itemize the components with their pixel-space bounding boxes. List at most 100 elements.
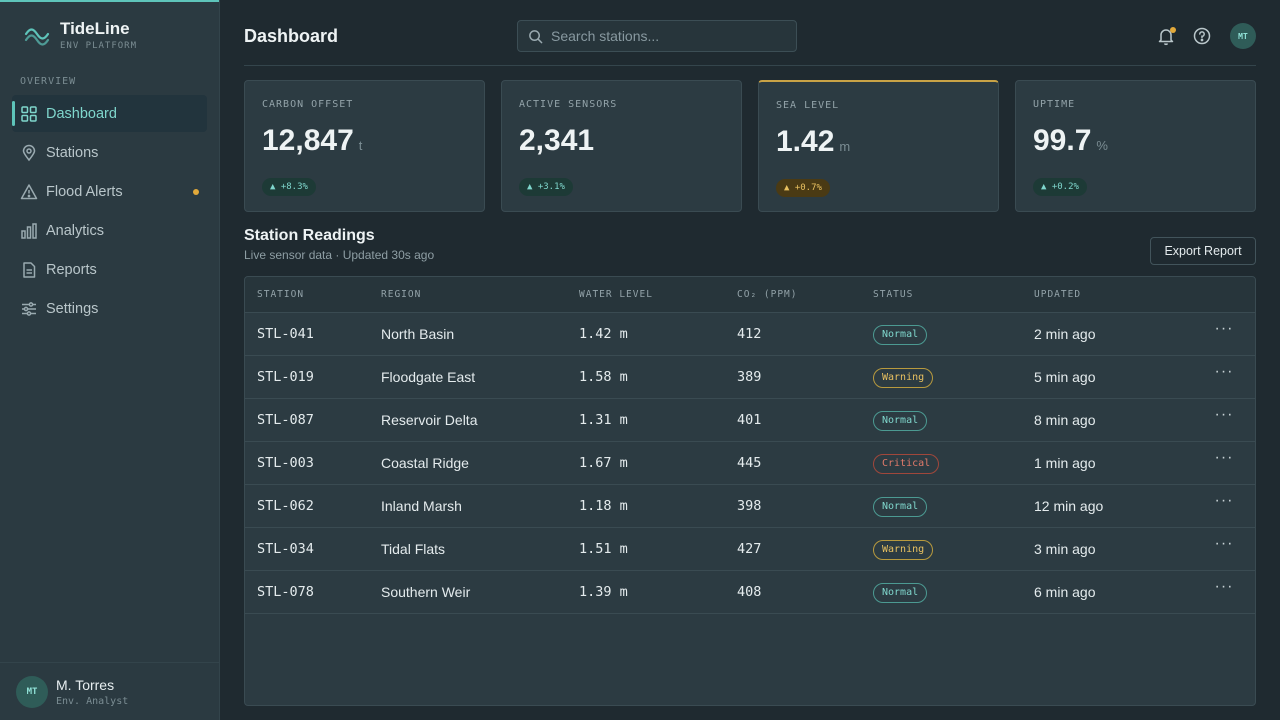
alert-indicator-dot [193, 189, 199, 195]
brand[interactable]: TideLine ENV PLATFORM [24, 20, 137, 51]
column-header-updated[interactable]: UPDATED [1034, 289, 1082, 300]
region: Reservoir Delta [381, 412, 478, 428]
metric-value: 12,847 [262, 124, 354, 157]
metric-delta-badge: ▲ +0.2% [1033, 178, 1087, 196]
page-title: Dashboard [244, 26, 339, 46]
status-badge: Normal [873, 496, 928, 517]
metric-card-active-sensors: ACTIVE SENSORS 2,341 ▲ +3.1% [501, 80, 742, 212]
sidebar-item-label: Flood Alerts [46, 183, 123, 200]
station-readings-table: STATION REGION WATER LEVEL CO₂ (PPM) STA… [244, 276, 1256, 706]
more-options-icon[interactable]: ··· [1214, 363, 1234, 380]
nav-section-label: OVERVIEW [20, 76, 77, 87]
table-row[interactable]: STL-034 Tidal Flats 1.51 m 427 Warning 3… [245, 528, 1255, 571]
region: Floodgate East [381, 369, 476, 385]
metric-label: UPTIME [1033, 99, 1076, 110]
sidebar-item-label: Settings [46, 300, 99, 317]
warning-icon [20, 183, 38, 199]
more-options-icon[interactable]: ··· [1214, 320, 1234, 337]
water-level: 1.39 m [579, 584, 628, 600]
map-pin-icon [22, 144, 36, 161]
sidebar-item-dashboard[interactable]: Dashboard [12, 95, 207, 132]
notifications-button[interactable] [1156, 26, 1176, 46]
metric-unit: m [839, 139, 851, 154]
status-badge: Critical [873, 453, 940, 474]
brand-name: TideLine [60, 19, 130, 38]
metric-delta-badge: ▲ +8.3% [262, 178, 316, 196]
header-avatar[interactable]: MT [1230, 23, 1256, 49]
sidebar-item-label: Stations [46, 144, 99, 161]
metric-label: SEA LEVEL [776, 100, 840, 111]
document-icon [23, 261, 36, 278]
metric-card-uptime: UPTIME 99.7 % ▲ +0.2% [1015, 80, 1256, 212]
more-options-icon[interactable]: ··· [1214, 449, 1234, 466]
co2-value: 398 [737, 498, 762, 514]
metric-value: 99.7 [1033, 124, 1092, 157]
sidebar-item-reports[interactable]: Reports [12, 251, 207, 288]
water-level: 1.31 m [579, 412, 628, 428]
table-row[interactable]: STL-087 Reservoir Delta 1.31 m 401 Norma… [245, 399, 1255, 442]
station-id: STL-078 [257, 584, 314, 600]
header-divider [244, 65, 1256, 66]
search-input[interactable] [551, 28, 781, 44]
metric-label: ACTIVE SENSORS [519, 99, 618, 110]
column-header-region[interactable]: REGION [381, 289, 422, 300]
help-button[interactable] [1192, 26, 1212, 46]
user-profile[interactable]: MT M. Torres Env. Analyst [0, 662, 219, 720]
region: Inland Marsh [381, 498, 462, 514]
sidebar-item-analytics[interactable]: Analytics [12, 212, 207, 249]
grid-icon [21, 105, 37, 122]
export-report-button[interactable]: Export Report [1150, 237, 1256, 265]
column-header-station[interactable]: STATION [257, 289, 305, 300]
bar-chart-icon [21, 222, 37, 239]
search-icon [529, 29, 543, 43]
brand-subtitle: ENV PLATFORM [60, 41, 138, 51]
wave-logo-icon [24, 27, 50, 46]
updated-time: 1 min ago [1034, 455, 1096, 471]
table-row[interactable]: STL-003 Coastal Ridge 1.67 m 445 Critica… [245, 442, 1255, 485]
station-id: STL-003 [257, 455, 314, 471]
updated-time: 12 min ago [1034, 498, 1104, 514]
table-body: STL-041 North Basin 1.42 m 412 Normal 2 … [245, 313, 1255, 614]
co2-value: 412 [737, 326, 762, 342]
co2-value: 401 [737, 412, 762, 428]
sidebar-item-flood-alerts[interactable]: Flood Alerts [12, 173, 207, 210]
region: Coastal Ridge [381, 455, 469, 471]
co2-value: 389 [737, 369, 762, 385]
search-box[interactable] [517, 20, 797, 52]
column-header-status[interactable]: STATUS [873, 289, 914, 300]
section-subtitle: Live sensor data · Updated 30s ago [244, 248, 435, 262]
more-options-icon[interactable]: ··· [1214, 535, 1234, 552]
table-row[interactable]: STL-062 Inland Marsh 1.18 m 398 Normal 1… [245, 485, 1255, 528]
status-badge: Normal [873, 324, 928, 345]
station-id: STL-019 [257, 369, 314, 385]
region: Southern Weir [381, 584, 471, 600]
status-badge: Normal [873, 582, 928, 603]
user-role: Env. Analyst [56, 695, 129, 707]
metric-delta-badge: ▲ +3.1% [519, 178, 573, 196]
column-header-co2[interactable]: CO₂ (PPM) [737, 289, 798, 300]
table-row[interactable]: STL-041 North Basin 1.42 m 412 Normal 2 … [245, 313, 1255, 356]
more-options-icon[interactable]: ··· [1214, 578, 1234, 595]
station-id: STL-087 [257, 412, 314, 428]
sidebar-item-settings[interactable]: Settings [12, 290, 207, 327]
region: Tidal Flats [381, 541, 446, 557]
metric-unit: t [358, 138, 363, 153]
water-level: 1.58 m [579, 369, 628, 385]
more-options-icon[interactable]: ··· [1214, 492, 1234, 509]
table-row[interactable]: STL-019 Floodgate East 1.58 m 389 Warnin… [245, 356, 1255, 399]
updated-time: 8 min ago [1034, 412, 1096, 428]
status-badge: Warning [873, 367, 934, 388]
table-row[interactable]: STL-078 Southern Weir 1.39 m 408 Normal … [245, 571, 1255, 614]
sidebar-item-stations[interactable]: Stations [12, 134, 207, 171]
sidebar-item-label: Analytics [46, 222, 105, 239]
column-header-water-level[interactable]: WATER LEVEL [579, 289, 653, 300]
water-level: 1.42 m [579, 326, 628, 342]
header-actions: MT [1140, 23, 1256, 49]
more-options-icon[interactable]: ··· [1214, 406, 1234, 423]
station-id: STL-041 [257, 326, 314, 342]
metric-delta-badge: ▲ +0.7% [776, 179, 830, 197]
updated-time: 5 min ago [1034, 369, 1096, 385]
water-level: 1.18 m [579, 498, 628, 514]
region: North Basin [381, 326, 455, 342]
table-header: STATION REGION WATER LEVEL CO₂ (PPM) STA… [245, 277, 1255, 313]
